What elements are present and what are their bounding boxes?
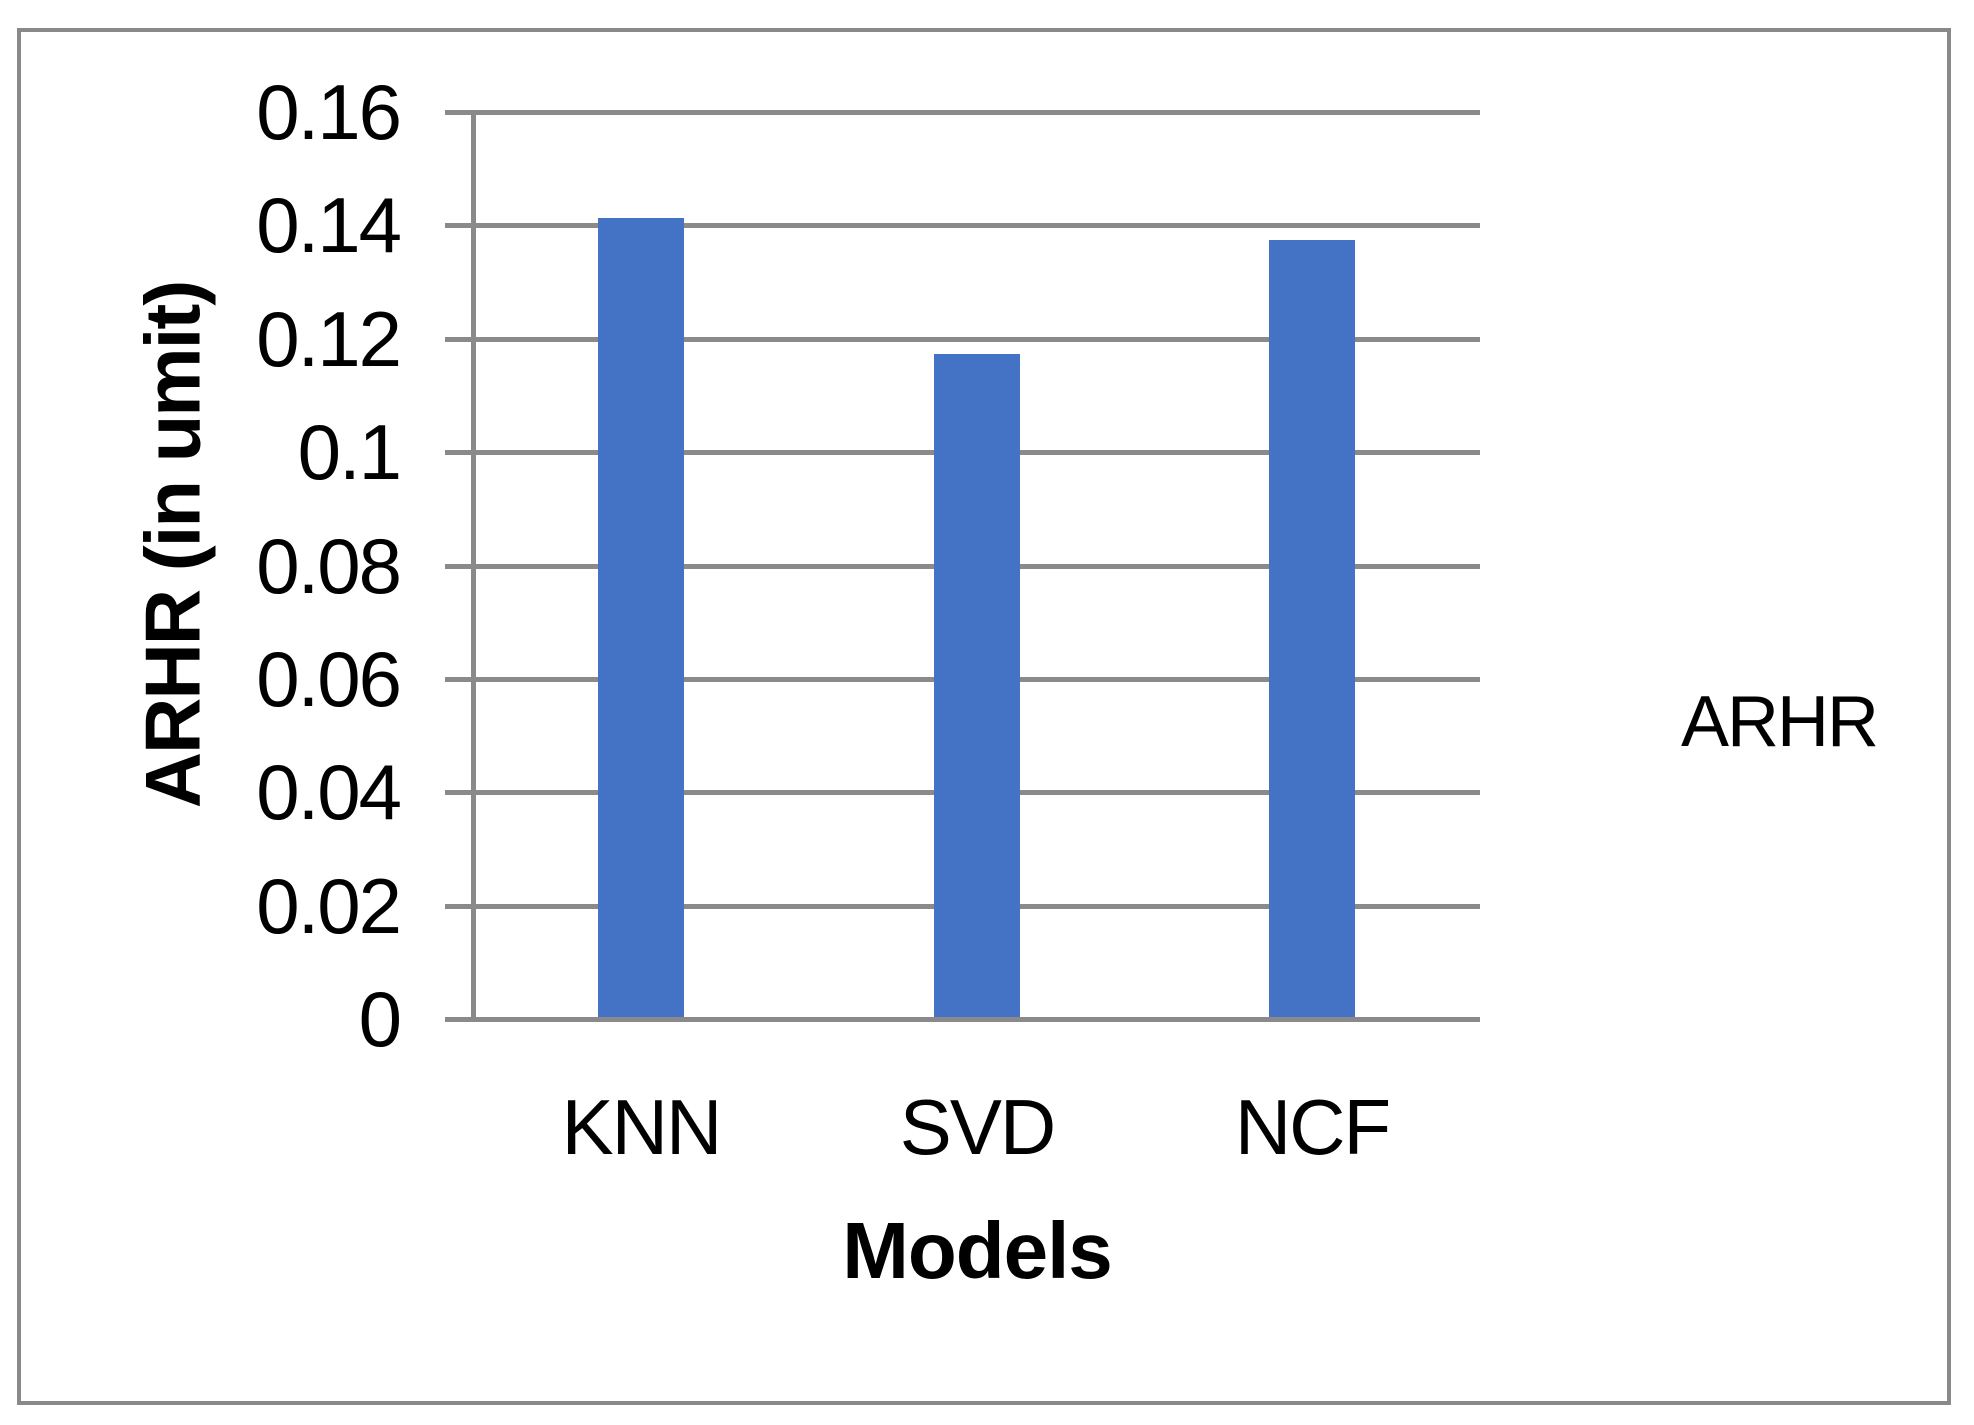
legend-swatch-icon (1611, 698, 1659, 746)
x-category-label-ncf: NCF (1234, 1083, 1391, 1171)
x-axis-line (445, 1017, 1480, 1022)
legend: ARHR (1611, 682, 1879, 762)
y-tick-label: 0.08 (256, 521, 402, 610)
y-tick-label: 0 (358, 975, 402, 1063)
y-tick-mark (445, 336, 473, 342)
y-tick-label: 0.12 (256, 294, 402, 383)
y-tick-mark (445, 223, 473, 229)
bar-svd (934, 354, 1020, 1017)
y-tick-mark (445, 790, 473, 796)
bar-ncf (1269, 240, 1355, 1017)
gridline-0.16 (473, 110, 1480, 115)
y-tick-label: 0.06 (256, 634, 402, 723)
y-axis-title-text: ARHR (in umit) (128, 281, 217, 809)
y-tick-mark (445, 563, 473, 569)
y-tick-mark (445, 676, 473, 682)
legend-label: ARHR (1681, 682, 1879, 762)
y-tick-mark (445, 110, 473, 115)
y-tick-label: 0.02 (256, 861, 402, 950)
bar-knn (598, 218, 684, 1017)
y-tick-mark (445, 903, 473, 909)
x-axis-title: Models (842, 1206, 1113, 1295)
gridline-0.14 (473, 223, 1480, 229)
y-tick-label: 0.16 (256, 68, 402, 156)
y-tick-mark (445, 450, 473, 456)
gridline-0.12 (473, 336, 1480, 342)
y-axis-line (471, 110, 476, 1022)
y-tick-label: 0.1 (297, 408, 402, 497)
x-category-label-knn: KNN (561, 1083, 723, 1171)
x-category-label-svd: SVD (899, 1083, 1056, 1171)
y-tick-label: 0.04 (256, 748, 402, 837)
y-tick-label: 0.14 (256, 181, 402, 270)
